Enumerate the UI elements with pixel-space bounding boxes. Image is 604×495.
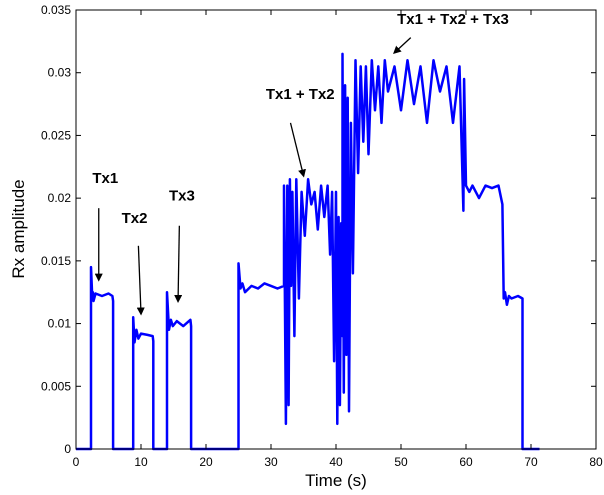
annotations: Tx1 Tx2 Tx3 Tx1 + Tx2 Tx1 + Tx2 + Tx3 bbox=[92, 11, 509, 316]
y-axis-label: Rx amplitude bbox=[9, 179, 28, 278]
x-tick-label: 80 bbox=[589, 455, 603, 469]
annotation-arrow bbox=[289, 122, 306, 178]
x-tick-label: 10 bbox=[134, 455, 148, 469]
x-axis-label: Time (s) bbox=[305, 471, 367, 490]
annotation-arrow bbox=[174, 225, 183, 303]
x-tick-label: 60 bbox=[459, 455, 473, 469]
annotation-arrow bbox=[136, 245, 145, 316]
y-tick-label: 0.015 bbox=[41, 254, 71, 268]
x-tick-label: 50 bbox=[394, 455, 408, 469]
y-tick-label: 0 bbox=[64, 442, 71, 456]
y-tick-label: 0.02 bbox=[48, 191, 72, 205]
series-layer bbox=[76, 52, 540, 451]
annotation-label: Tx2 bbox=[122, 210, 148, 227]
annotation-label: Tx3 bbox=[169, 188, 195, 205]
x-tick-label: 20 bbox=[199, 455, 213, 469]
x-tick-label: 30 bbox=[264, 455, 278, 469]
y-axis: 0 0.005 0.01 0.015 0.02 0.025 0.03 0.035 bbox=[41, 3, 596, 456]
y-tick-label: 0.035 bbox=[41, 3, 71, 17]
annotation-label: Tx1 bbox=[92, 170, 118, 187]
annotation-label: Tx1 + Tx2 bbox=[266, 86, 335, 103]
y-tick-label: 0.01 bbox=[48, 317, 72, 331]
y-tick-label: 0.03 bbox=[48, 66, 72, 80]
annotation-label: Tx1 + Tx2 + Tx3 bbox=[397, 11, 509, 28]
x-tick-label: 70 bbox=[524, 455, 538, 469]
x-tick-label: 40 bbox=[329, 455, 343, 469]
annotation-arrow bbox=[393, 37, 412, 55]
series-line-0 bbox=[76, 52, 540, 451]
x-axis: 0 10 20 30 40 50 60 70 80 bbox=[73, 10, 603, 469]
x-tick-label: 0 bbox=[73, 455, 80, 469]
y-tick-label: 0.005 bbox=[41, 379, 71, 393]
y-tick-label: 0.025 bbox=[41, 128, 71, 142]
